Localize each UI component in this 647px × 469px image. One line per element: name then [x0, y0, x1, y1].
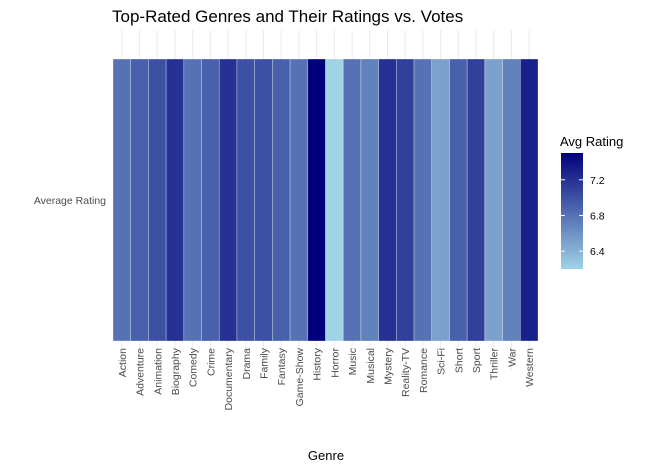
heatmap-tile	[130, 58, 149, 342]
heatmap-tile	[519, 58, 539, 342]
heatmap-tile	[112, 58, 132, 342]
heatmap-tile	[449, 58, 468, 342]
heatmap-tile	[218, 58, 238, 342]
x-tick-label: Sci-Fi	[436, 348, 448, 375]
x-tick-labels: Action Adventure Animation Biography Comedy C…	[117, 347, 536, 410]
heatmap-tile	[254, 58, 273, 342]
heatmap-tile	[378, 58, 397, 342]
heatmap-tile	[342, 58, 362, 342]
heatmap-tile	[325, 58, 344, 342]
x-tick-label: Comedy	[188, 347, 200, 387]
heatmap-tile	[201, 58, 220, 342]
x-tick-label: Musical	[365, 348, 377, 384]
x-tick-label: History	[312, 347, 324, 380]
x-tick-label: War	[506, 347, 518, 366]
x-tick-label: Western	[524, 348, 536, 387]
x-tick-label: Horror	[329, 348, 341, 378]
x-tick-label: Adventure	[135, 348, 147, 396]
x-tick-label: Animation	[152, 348, 164, 395]
y-tick-labels: Average Rating	[34, 195, 106, 207]
x-tick-label: Game-Show	[294, 348, 306, 407]
x-tick-label: Short	[453, 348, 465, 373]
legend-tick-label: 7.2	[590, 175, 605, 187]
color-legend: Avg Rating 7.2 6.8 6.4	[560, 134, 623, 269]
heatmap-tile	[360, 58, 379, 342]
x-tick-label: Documentary	[223, 347, 235, 410]
heatmap-tile	[396, 58, 415, 342]
heatmap-tile	[484, 58, 503, 342]
heatmap-tile	[148, 58, 167, 342]
heatmap-tile	[165, 58, 185, 342]
x-tick-label: Family	[259, 347, 271, 379]
x-tick-label: Biography	[170, 347, 182, 395]
legend-title: Avg Rating	[560, 134, 623, 149]
heatmap-tile	[431, 58, 450, 342]
x-tick-label: Sport	[471, 348, 483, 373]
heatmap-tiles	[112, 58, 539, 342]
x-tick-label: Reality-TV	[400, 348, 412, 397]
y-tick-label: Average Rating	[34, 195, 106, 207]
x-tick-label: Crime	[205, 348, 217, 376]
chart-title: Top-Rated Genres and Their Ratings vs. V…	[112, 7, 463, 26]
x-tick-label: Fantasy	[276, 347, 288, 385]
heatmap-tile	[413, 58, 433, 342]
legend-tick-label: 6.8	[590, 210, 605, 222]
x-axis-title: Genre	[308, 448, 344, 463]
heatmap-tile	[502, 58, 521, 342]
heatmap-tile	[466, 58, 486, 342]
x-tick-label: Romance	[418, 348, 430, 393]
heatmap-tile	[183, 58, 202, 342]
heatmap-tile	[272, 58, 291, 342]
legend-tick-label: 6.4	[590, 246, 605, 258]
x-tick-label: Drama	[241, 348, 253, 380]
heatmap-tile	[307, 58, 326, 342]
x-tick-label: Action	[117, 348, 129, 377]
x-tick-label: Thriller	[489, 348, 501, 381]
heatmap-tile	[236, 58, 255, 342]
legend-ticks: 7.2 6.8 6.4	[561, 175, 605, 258]
x-tick-label: Mystery	[382, 347, 394, 385]
x-tick-label: Music	[347, 348, 359, 375]
heatmap-tile	[289, 58, 309, 342]
legend-colorbar	[561, 153, 583, 269]
